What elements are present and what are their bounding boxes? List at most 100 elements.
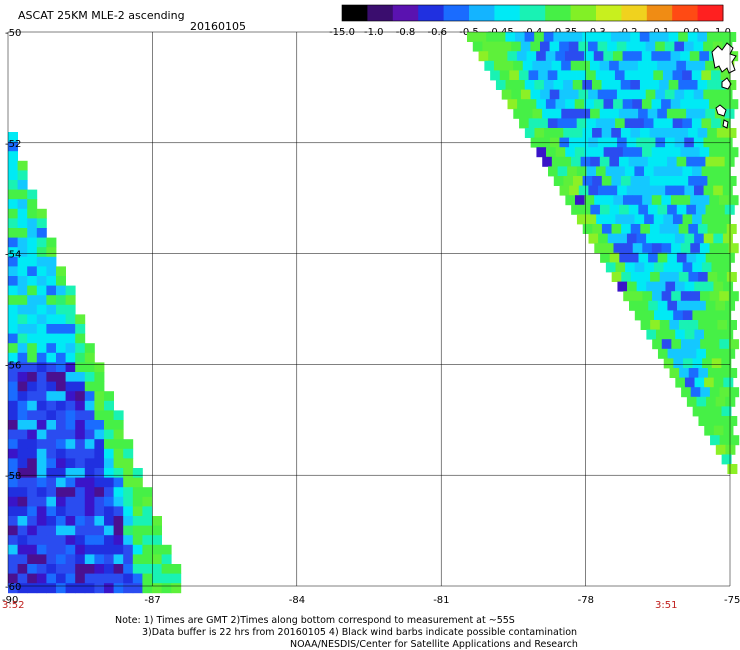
heatmap-cell: [702, 358, 713, 369]
heatmap-cell: [8, 458, 18, 469]
heatmap-cell: [65, 352, 76, 363]
heatmap-cell: [161, 573, 172, 584]
heatmap-cell: [65, 381, 76, 392]
heatmap-cell: [590, 204, 601, 215]
heatmap-cell: [703, 89, 714, 100]
heatmap-cell: [559, 89, 570, 100]
heatmap-cell: [576, 166, 587, 177]
heatmap-cell: [17, 573, 28, 584]
heatmap-cell: [605, 166, 616, 177]
heatmap-cell: [638, 300, 649, 311]
heatmap-cell: [36, 448, 47, 459]
heatmap-cell: [662, 70, 673, 81]
heatmap-cell: [624, 166, 635, 177]
heatmap-cell: [682, 214, 693, 225]
heatmap-cell: [719, 387, 730, 398]
heatmap-cell: [94, 583, 105, 594]
heatmap-cell: [27, 228, 38, 238]
heatmap-cell: [594, 195, 605, 206]
heatmap-cell: [104, 564, 114, 574]
heatmap-cell: [700, 339, 711, 350]
heatmap-cell: [642, 291, 653, 302]
heatmap-cell: [647, 60, 658, 71]
heatmap-cell: [8, 304, 18, 315]
colorbar-swatch: [672, 5, 699, 21]
heatmap-cell: [671, 291, 682, 302]
heatmap-cell: [56, 295, 66, 306]
heatmap-cell: [613, 147, 624, 158]
heatmap-cell: [36, 314, 47, 325]
heatmap-cell: [632, 291, 643, 302]
heatmap-cell: [659, 128, 670, 138]
heatmap-cell: [565, 99, 576, 110]
heatmap-cell: [142, 506, 153, 517]
heatmap-cell: [46, 516, 57, 526]
heatmap-cell: [46, 237, 57, 248]
heatmap-cell: [591, 32, 602, 42]
heatmap-cell: [647, 204, 658, 215]
heatmap-cell: [36, 468, 47, 478]
heatmap-cell: [490, 70, 501, 81]
heatmap-cell: [65, 420, 76, 430]
heatmap-cell: [586, 214, 597, 225]
heatmap-cell: [691, 118, 702, 129]
heatmap-cell: [682, 262, 693, 273]
heatmap-cell: [524, 128, 535, 138]
heatmap-cell: [638, 156, 649, 167]
heatmap-cell: [36, 516, 47, 526]
heatmap-cell: [46, 496, 57, 507]
heatmap-cell: [709, 339, 720, 350]
heatmap-cell: [711, 166, 722, 177]
heatmap-cell: [8, 324, 18, 334]
heatmap-cell: [676, 204, 687, 215]
heatmap-cell: [698, 320, 709, 330]
heatmap-cell: [113, 468, 124, 478]
heatmap-cell: [56, 324, 66, 334]
heatmap-cell: [75, 448, 86, 459]
heatmap-cell: [17, 256, 28, 267]
heatmap-cell: [142, 496, 153, 507]
heatmap-cell: [634, 166, 645, 177]
heatmap-cell: [697, 224, 708, 234]
heatmap-cell: [8, 516, 18, 526]
heatmap-cell: [684, 89, 695, 100]
heatmap-cell: [634, 214, 645, 225]
heatmap-cell: [689, 99, 700, 110]
heatmap-cell: [726, 80, 737, 90]
heatmap-cell: [56, 333, 66, 344]
heatmap-cell: [65, 391, 76, 402]
heatmap-cell: [507, 99, 518, 110]
heatmap-cell: [617, 281, 628, 292]
heatmap-cell: [113, 516, 124, 526]
heatmap-cell: [687, 32, 698, 42]
heatmap-cell: [703, 185, 714, 196]
heatmap-cell: [628, 252, 639, 263]
heatmap-cell: [619, 156, 630, 167]
heatmap-cell: [672, 118, 683, 129]
heatmap-cell: [84, 506, 95, 517]
heatmap-cell: [711, 310, 722, 321]
heatmap-cell: [659, 176, 670, 186]
heatmap-cell: [609, 252, 620, 263]
heatmap-cell: [56, 525, 66, 536]
heatmap-cell: [671, 243, 682, 254]
heatmap-cell: [594, 147, 605, 158]
heatmap-cell: [624, 118, 635, 129]
colorbar-swatch: [596, 5, 622, 21]
heatmap-cell: [592, 224, 603, 234]
heatmap-cell: [113, 496, 124, 507]
heatmap-cell: [557, 70, 568, 81]
heatmap-cell: [723, 329, 734, 340]
heatmap-cell: [495, 80, 506, 90]
heatmap-cell: [27, 324, 38, 334]
heatmap-cell: [673, 358, 684, 369]
heatmap-cell: [659, 272, 670, 282]
heatmap-cell: [623, 243, 634, 254]
heatmap-cell: [645, 89, 656, 100]
heatmap-cell: [532, 108, 543, 119]
heatmap-cell: [491, 41, 502, 52]
heatmap-cell: [636, 185, 647, 196]
colorbar-swatch: [342, 5, 368, 21]
heatmap-cell: [650, 272, 661, 282]
heatmap-cell: [113, 458, 124, 469]
